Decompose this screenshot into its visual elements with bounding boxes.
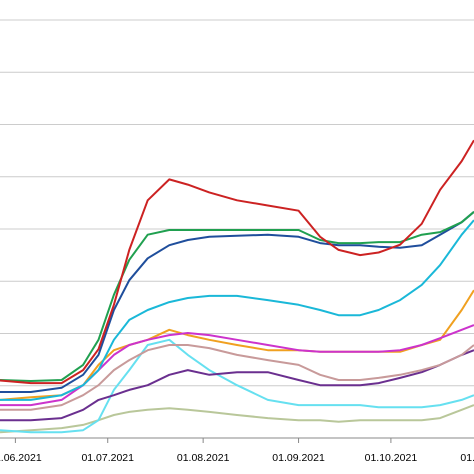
series-line bbox=[0, 324, 474, 407]
x-tick-label: 01.11.2021 bbox=[460, 452, 474, 464]
series-line bbox=[0, 349, 474, 422]
x-tick-label: 01.09.2021 bbox=[272, 452, 325, 464]
x-tick-label: 01.10.2021 bbox=[365, 452, 418, 464]
series-line bbox=[0, 338, 474, 434]
series-line bbox=[0, 219, 474, 401]
series-line bbox=[0, 289, 474, 401]
x-tick-label: 01.07.2021 bbox=[81, 452, 134, 464]
x-tick-label: 01.08.2021 bbox=[177, 452, 230, 464]
series-line bbox=[0, 344, 474, 411]
series-line bbox=[0, 211, 474, 382]
series-line bbox=[0, 404, 474, 434]
x-tick-label: 01.06.2021 bbox=[0, 452, 42, 464]
series-line bbox=[0, 139, 474, 385]
series-line bbox=[0, 211, 474, 393]
